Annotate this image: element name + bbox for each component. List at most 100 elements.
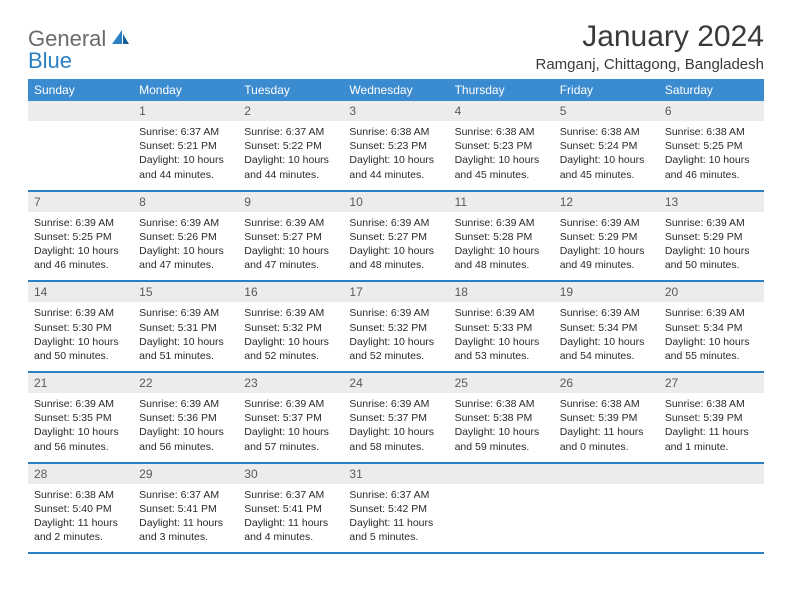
- sunrise-text: Sunrise: 6:38 AM: [34, 488, 127, 502]
- sunset-text: Sunset: 5:25 PM: [34, 230, 127, 244]
- sunset-text: Sunset: 5:29 PM: [560, 230, 653, 244]
- day-body: [554, 484, 659, 532]
- daylight-text: Daylight: 10 hours and 59 minutes.: [455, 425, 548, 453]
- sunset-text: Sunset: 5:30 PM: [34, 321, 127, 335]
- calendar-cell: 19Sunrise: 6:39 AMSunset: 5:34 PMDayligh…: [554, 281, 659, 372]
- sunrise-text: Sunrise: 6:38 AM: [455, 397, 548, 411]
- day-number: [554, 464, 659, 484]
- sunset-text: Sunset: 5:23 PM: [349, 139, 442, 153]
- sunrise-text: Sunrise: 6:39 AM: [560, 216, 653, 230]
- day-number: 13: [659, 192, 764, 212]
- sunrise-text: Sunrise: 6:38 AM: [665, 397, 758, 411]
- sunrise-text: Sunrise: 6:39 AM: [349, 216, 442, 230]
- day-body: Sunrise: 6:38 AMSunset: 5:39 PMDaylight:…: [659, 393, 764, 462]
- calendar-cell: [449, 463, 554, 553]
- daylight-text: Daylight: 11 hours and 0 minutes.: [560, 425, 653, 453]
- daylight-text: Daylight: 10 hours and 45 minutes.: [560, 153, 653, 181]
- day-number: 2: [238, 101, 343, 121]
- calendar-cell: 3Sunrise: 6:38 AMSunset: 5:23 PMDaylight…: [343, 101, 448, 191]
- day-number: 3: [343, 101, 448, 121]
- sunset-text: Sunset: 5:32 PM: [349, 321, 442, 335]
- sunrise-text: Sunrise: 6:38 AM: [665, 125, 758, 139]
- daylight-text: Daylight: 10 hours and 58 minutes.: [349, 425, 442, 453]
- day-number: 9: [238, 192, 343, 212]
- sunrise-text: Sunrise: 6:39 AM: [34, 216, 127, 230]
- sunset-text: Sunset: 5:26 PM: [139, 230, 232, 244]
- calendar-cell: 4Sunrise: 6:38 AMSunset: 5:23 PMDaylight…: [449, 101, 554, 191]
- calendar-cell: 24Sunrise: 6:39 AMSunset: 5:37 PMDayligh…: [343, 372, 448, 463]
- daylight-text: Daylight: 10 hours and 46 minutes.: [34, 244, 127, 272]
- day-number: 25: [449, 373, 554, 393]
- day-body: Sunrise: 6:39 AMSunset: 5:34 PMDaylight:…: [554, 302, 659, 371]
- daylight-text: Daylight: 10 hours and 55 minutes.: [665, 335, 758, 363]
- day-number: 5: [554, 101, 659, 121]
- sunset-text: Sunset: 5:25 PM: [665, 139, 758, 153]
- day-body: Sunrise: 6:38 AMSunset: 5:25 PMDaylight:…: [659, 121, 764, 190]
- daylight-text: Daylight: 10 hours and 49 minutes.: [560, 244, 653, 272]
- sunset-text: Sunset: 5:28 PM: [455, 230, 548, 244]
- calendar-cell: 6Sunrise: 6:38 AMSunset: 5:25 PMDaylight…: [659, 101, 764, 191]
- day-number: 17: [343, 282, 448, 302]
- sunrise-text: Sunrise: 6:38 AM: [560, 397, 653, 411]
- daylight-text: Daylight: 10 hours and 52 minutes.: [244, 335, 337, 363]
- calendar-cell: 7 Sunrise: 6:39 AMSunset: 5:25 PMDaylight…: [28, 191, 133, 282]
- day-body: Sunrise: 6:38 AMSunset: 5:38 PMDaylight:…: [449, 393, 554, 462]
- sunrise-text: Sunrise: 6:39 AM: [665, 306, 758, 320]
- sunrise-text: Sunrise: 6:39 AM: [665, 216, 758, 230]
- day-header: Thursday: [449, 79, 554, 101]
- bottom-rule: [28, 552, 764, 554]
- sunrise-text: Sunrise: 6:39 AM: [139, 306, 232, 320]
- day-body: Sunrise: 6:39 AMSunset: 5:29 PMDaylight:…: [554, 212, 659, 281]
- calendar-cell: 29Sunrise: 6:37 AMSunset: 5:41 PMDayligh…: [133, 463, 238, 553]
- daylight-text: Daylight: 10 hours and 50 minutes.: [34, 335, 127, 363]
- sunrise-text: Sunrise: 6:39 AM: [34, 397, 127, 411]
- calendar-cell: 8Sunrise: 6:39 AMSunset: 5:26 PMDaylight…: [133, 191, 238, 282]
- logo-text-blue: Blue: [28, 48, 72, 73]
- calendar-cell: 22Sunrise: 6:39 AMSunset: 5:36 PMDayligh…: [133, 372, 238, 463]
- calendar-cell: 27Sunrise: 6:38 AMSunset: 5:39 PMDayligh…: [659, 372, 764, 463]
- sunset-text: Sunset: 5:22 PM: [244, 139, 337, 153]
- day-header: Friday: [554, 79, 659, 101]
- daylight-text: Daylight: 10 hours and 48 minutes.: [349, 244, 442, 272]
- day-number: 6: [659, 101, 764, 121]
- calendar-cell: 1Sunrise: 6:37 AMSunset: 5:21 PMDaylight…: [133, 101, 238, 191]
- sunset-text: Sunset: 5:23 PM: [455, 139, 548, 153]
- sunrise-text: Sunrise: 6:39 AM: [244, 397, 337, 411]
- calendar-cell: 20Sunrise: 6:39 AMSunset: 5:34 PMDayligh…: [659, 281, 764, 372]
- sunrise-text: Sunrise: 6:39 AM: [455, 216, 548, 230]
- day-body: Sunrise: 6:39 AMSunset: 5:36 PMDaylight:…: [133, 393, 238, 462]
- sunset-text: Sunset: 5:37 PM: [244, 411, 337, 425]
- calendar-cell: [28, 101, 133, 191]
- day-number: 31: [343, 464, 448, 484]
- daylight-text: Daylight: 10 hours and 44 minutes.: [244, 153, 337, 181]
- day-body: Sunrise: 6:39 AMSunset: 5:27 PMDaylight:…: [238, 212, 343, 281]
- day-number: 10: [343, 192, 448, 212]
- sunrise-text: Sunrise: 6:39 AM: [244, 216, 337, 230]
- day-number: 7: [28, 192, 133, 212]
- day-number: 28: [28, 464, 133, 484]
- daylight-text: Daylight: 10 hours and 50 minutes.: [665, 244, 758, 272]
- day-header: Saturday: [659, 79, 764, 101]
- sunset-text: Sunset: 5:21 PM: [139, 139, 232, 153]
- day-number: 12: [554, 192, 659, 212]
- day-number: 27: [659, 373, 764, 393]
- calendar-week: 28Sunrise: 6:38 AMSunset: 5:40 PMDayligh…: [28, 463, 764, 553]
- sunset-text: Sunset: 5:27 PM: [244, 230, 337, 244]
- day-body: Sunrise: 6:39 AMSunset: 5:34 PMDaylight:…: [659, 302, 764, 371]
- day-header: Sunday: [28, 79, 133, 101]
- calendar-week: 21Sunrise: 6:39 AMSunset: 5:35 PMDayligh…: [28, 372, 764, 463]
- sunset-text: Sunset: 5:33 PM: [455, 321, 548, 335]
- day-number: [659, 464, 764, 484]
- calendar-week: 14Sunrise: 6:39 AMSunset: 5:30 PMDayligh…: [28, 281, 764, 372]
- day-number: [449, 464, 554, 484]
- sunrise-text: Sunrise: 6:39 AM: [139, 397, 232, 411]
- calendar-cell: 11Sunrise: 6:39 AMSunset: 5:28 PMDayligh…: [449, 191, 554, 282]
- daylight-text: Daylight: 10 hours and 47 minutes.: [139, 244, 232, 272]
- sunrise-text: Sunrise: 6:39 AM: [455, 306, 548, 320]
- sunset-text: Sunset: 5:24 PM: [560, 139, 653, 153]
- sunrise-text: Sunrise: 6:37 AM: [244, 125, 337, 139]
- day-number: 15: [133, 282, 238, 302]
- page-header: General January 2024 Ramganj, Chittagong…: [28, 20, 764, 73]
- sunset-text: Sunset: 5:36 PM: [139, 411, 232, 425]
- day-body: Sunrise: 6:39 AMSunset: 5:29 PMDaylight:…: [659, 212, 764, 281]
